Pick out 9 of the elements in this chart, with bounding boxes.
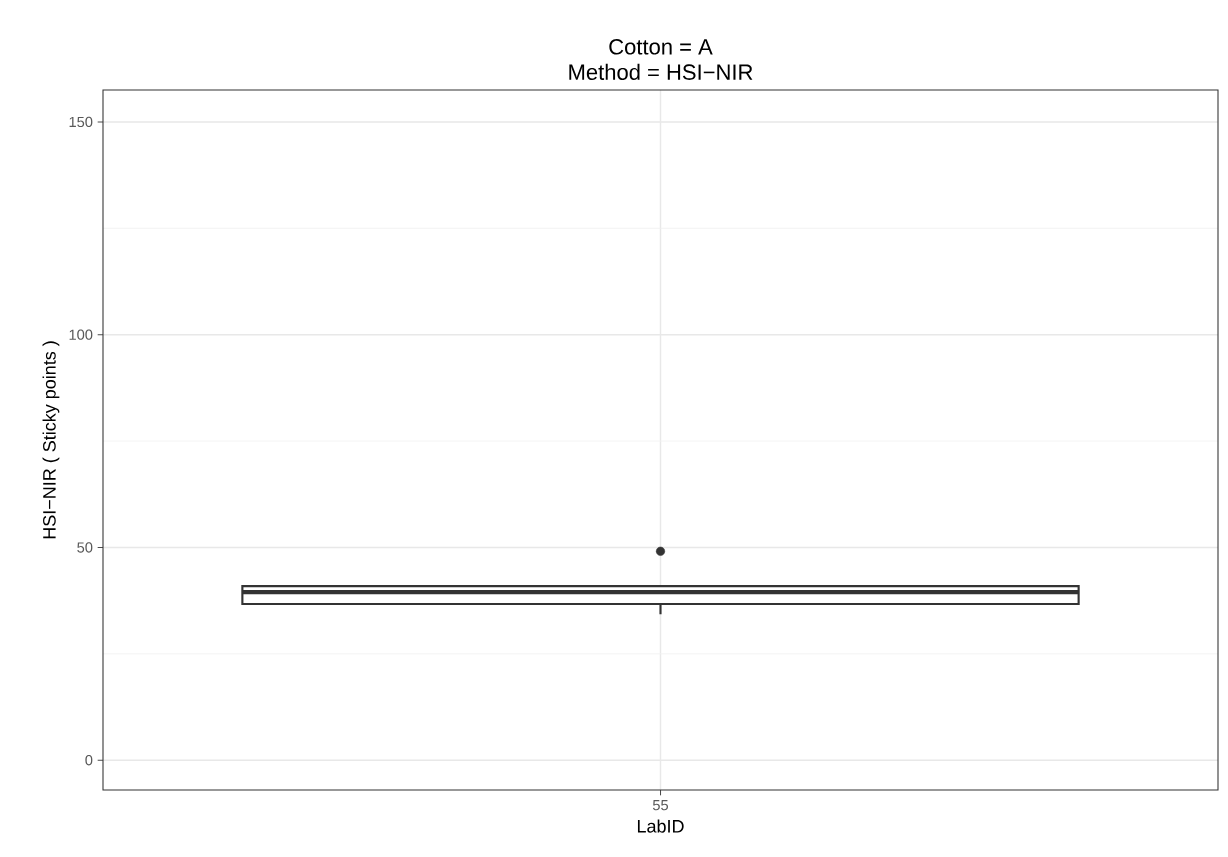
chart-subtitle: Method = HSI−NIR xyxy=(569,63,753,80)
y-tick-label: 50 xyxy=(77,542,93,553)
y-tick-label: 100 xyxy=(69,329,93,340)
x-tick-label: 55 xyxy=(652,800,669,811)
y-tick-label: 150 xyxy=(69,116,93,128)
chart-title: Cotton = A xyxy=(609,39,713,55)
y-tick-label: 0 xyxy=(85,755,93,766)
y-axis-title: HSI−NIR ( Sticky points ) xyxy=(42,341,60,539)
x-axis-title: LabID xyxy=(637,819,684,833)
